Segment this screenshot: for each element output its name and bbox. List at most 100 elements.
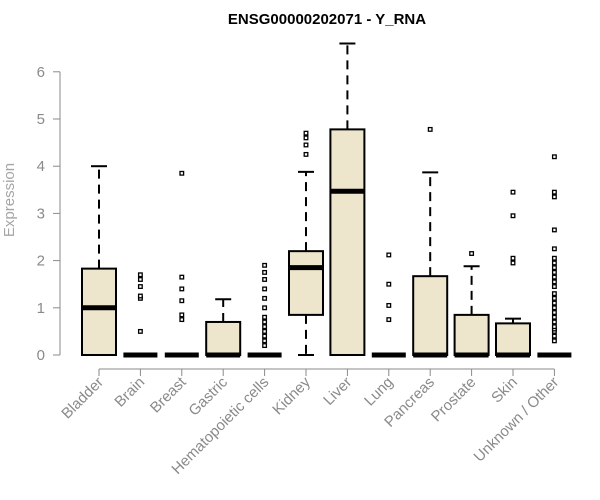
- y-tick-label: 4: [37, 158, 45, 175]
- x-tick-label: Skin: [488, 374, 521, 407]
- outlier-point: [386, 317, 392, 323]
- box-breast: [164, 170, 199, 358]
- outlier-point: [262, 333, 268, 339]
- y-tick-label: 0: [37, 347, 45, 364]
- x-tick-label: Prostate: [428, 374, 480, 426]
- outlier-point: [551, 279, 557, 285]
- outlier-point: [551, 314, 557, 320]
- boxes: [81, 42, 572, 358]
- outlier-point: [551, 310, 557, 315]
- x-tick-label: Liver: [320, 374, 355, 409]
- outlier-point: [262, 324, 268, 330]
- y-tick-label: 6: [37, 64, 45, 81]
- y-tick-label: 1: [37, 300, 45, 317]
- outlier-point: [262, 319, 268, 325]
- outlier-point: [551, 284, 557, 290]
- outlier-point: [551, 265, 557, 271]
- box-rect: [495, 322, 531, 357]
- outlier-point: [137, 277, 143, 282]
- outlier-point: [386, 281, 392, 287]
- outlier-point: [551, 333, 557, 339]
- outlier-point: [551, 154, 557, 160]
- outlier-point: [551, 324, 557, 330]
- outlier-point: [551, 319, 557, 325]
- outlier-point: [551, 189, 557, 195]
- y-tick-label: 5: [37, 111, 45, 128]
- outlier-point: [262, 269, 268, 275]
- x-tick-label: Brain: [111, 374, 148, 411]
- outlier-point: [551, 295, 557, 301]
- outlier-point: [137, 293, 143, 299]
- box-hematopoietic-cells: [247, 262, 282, 358]
- outlier-point: [179, 312, 185, 318]
- outlier-point: [262, 262, 268, 268]
- box-rect: [329, 128, 366, 356]
- x-tick-label: Lung: [361, 374, 397, 410]
- outlier-point: [469, 251, 475, 256]
- y-axis: 0 1 2 3 4 5 6: [37, 64, 61, 364]
- outlier-point: [551, 194, 557, 200]
- box-gastric: [205, 298, 242, 358]
- outlier-point: [427, 126, 433, 132]
- outlier-point: [510, 213, 516, 219]
- outlier-point: [137, 272, 143, 278]
- outlier-point: [303, 142, 309, 148]
- box-prostate: [453, 251, 490, 358]
- box-rect: [453, 313, 490, 357]
- box-rect: [412, 275, 449, 356]
- outlier-point: [262, 295, 268, 301]
- outlier-point: [303, 130, 309, 136]
- outlier-point: [551, 269, 557, 275]
- outlier-point: [262, 305, 268, 311]
- outlier-point: [262, 286, 268, 292]
- outlier-point: [551, 227, 557, 233]
- outlier-point: [551, 260, 557, 266]
- box-rect: [288, 250, 324, 316]
- box-liver: [329, 42, 366, 356]
- box-brain: [123, 272, 158, 358]
- box-lung: [371, 252, 406, 358]
- outlier-point: [179, 317, 185, 323]
- box-kidney: [288, 130, 324, 356]
- outlier-point: [551, 255, 557, 261]
- outlier-point: [137, 284, 143, 290]
- box-skin: [495, 189, 531, 358]
- outlier-point: [262, 314, 268, 320]
- outlier-point: [262, 277, 268, 282]
- y-tick-label: 3: [37, 205, 45, 222]
- outlier-point: [386, 302, 392, 308]
- outlier-point: [510, 189, 516, 195]
- box-pancreas: [412, 126, 449, 358]
- box-rect: [205, 320, 242, 356]
- outlier-point: [551, 274, 557, 280]
- outlier-point: [303, 151, 309, 157]
- box-rect: [81, 267, 117, 356]
- outlier-point: [551, 300, 557, 306]
- chart-title: ENSG00000202071 - Y_RNA: [228, 11, 426, 28]
- outlier-point: [179, 274, 185, 280]
- outlier-point: [262, 328, 268, 334]
- outlier-point: [179, 170, 185, 176]
- x-tick-label: Kidney: [269, 373, 314, 418]
- outlier-point: [262, 338, 268, 344]
- x-tick-label: Bladder: [58, 374, 107, 423]
- outlier-point: [179, 298, 185, 304]
- outlier-point: [551, 305, 557, 311]
- outlier-point: [179, 286, 185, 292]
- y-tick-label: 2: [37, 253, 45, 270]
- box-bladder: [81, 165, 117, 356]
- outlier-point: [137, 328, 143, 334]
- outlier-point: [510, 255, 516, 261]
- outlier-point: [510, 260, 516, 266]
- outlier-point: [551, 291, 557, 297]
- outlier-point: [303, 135, 309, 141]
- outlier-point: [551, 246, 557, 252]
- x-tick-label: Breast: [147, 373, 190, 416]
- outlier-point: [386, 252, 392, 258]
- outlier-point: [262, 343, 268, 349]
- y-axis-label: Expression: [1, 163, 18, 237]
- box-unknown-other: [537, 154, 572, 358]
- outlier-point: [551, 338, 557, 344]
